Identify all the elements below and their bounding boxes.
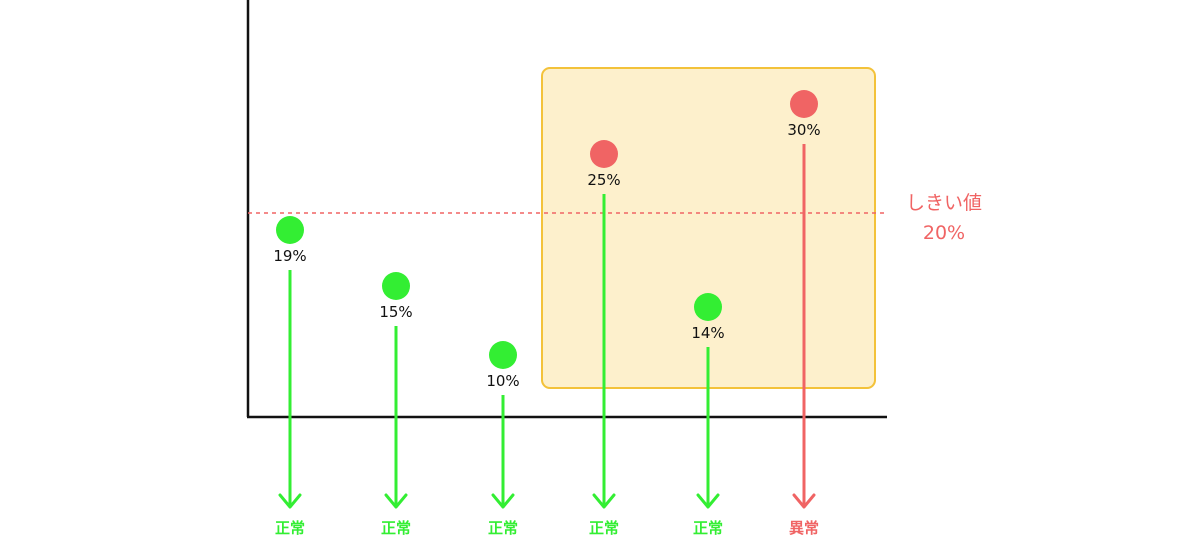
data-point-label: 10% [486,372,519,390]
result-label: 異常 [789,519,819,537]
arrow-head-icon [384,493,408,509]
data-point-group: 15% 正常 [379,272,413,537]
arrow-head-icon [592,493,616,509]
points-layer: 19% 正常 15% 正常 10% 正常 25% 正常 14% 正常 30% 異常 [273,90,821,537]
result-label: 正常 [275,519,305,537]
data-point-label: 15% [379,303,412,321]
data-point [790,90,818,118]
data-point [276,216,304,244]
arrow-head-icon [792,493,816,509]
data-point [382,272,410,300]
result-label: 正常 [589,519,619,537]
data-point-label: 30% [787,121,820,139]
data-point-group: 25% 正常 [587,140,621,537]
threshold-value: 20% [923,222,965,244]
data-point [590,140,618,168]
arrow-head-icon [491,493,515,509]
arrow-head-icon [696,493,720,509]
data-point [489,341,517,369]
result-label: 正常 [381,519,411,537]
data-point-label: 14% [691,324,724,342]
data-point-label: 19% [273,247,306,265]
data-point-group: 14% 正常 [691,293,725,537]
data-point-group: 30% 異常 [787,90,821,537]
result-label: 正常 [693,519,723,537]
data-point-group: 19% 正常 [273,216,307,537]
threshold-label: しきい値 [906,192,982,214]
data-point [694,293,722,321]
result-label: 正常 [488,519,518,537]
data-point-group: 10% 正常 [486,341,520,537]
data-point-label: 25% [587,171,620,189]
arrow-head-icon [278,493,302,509]
